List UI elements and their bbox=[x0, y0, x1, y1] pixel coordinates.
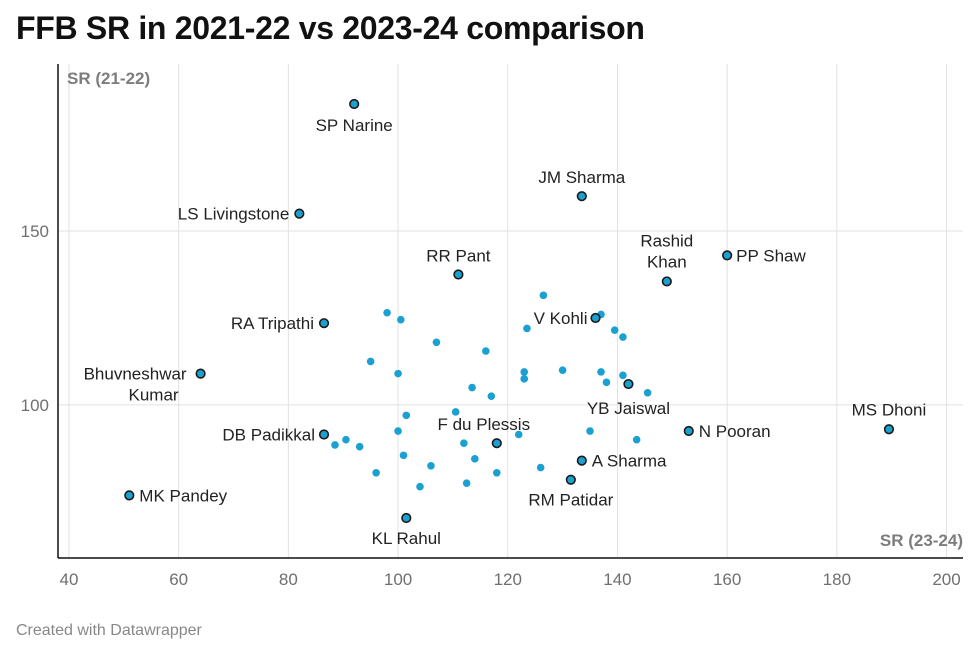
data-point bbox=[619, 333, 627, 341]
x-tick-label: 180 bbox=[823, 570, 851, 589]
point-label: RR Pant bbox=[426, 246, 491, 265]
data-point bbox=[416, 482, 424, 491]
data-point bbox=[539, 291, 548, 300]
data-point bbox=[602, 378, 611, 387]
point-label: KL Rahul bbox=[372, 529, 441, 548]
axes bbox=[57, 64, 963, 559]
y-axis-title: SR (21-22) bbox=[67, 69, 150, 88]
labeled-data-point bbox=[124, 490, 135, 501]
data-point bbox=[523, 324, 531, 333]
data-point bbox=[342, 435, 350, 444]
data-point bbox=[468, 383, 476, 392]
data-point bbox=[397, 315, 405, 324]
labeled-data-point bbox=[318, 429, 330, 440]
labeled-data-point bbox=[590, 312, 601, 324]
labeled-data-point bbox=[683, 425, 694, 437]
data-point bbox=[402, 411, 411, 420]
labeled-data-point bbox=[722, 250, 733, 261]
x-axis-title: SR (23-24) bbox=[880, 531, 963, 550]
footer-credit: Created with Datawrapper bbox=[16, 622, 202, 639]
data-point bbox=[514, 430, 523, 439]
labeled-data-point bbox=[349, 98, 360, 110]
data-points bbox=[124, 98, 895, 524]
data-point bbox=[399, 451, 408, 460]
point-label: F du Plessis bbox=[437, 415, 530, 434]
point-label: RA Tripathi bbox=[231, 314, 314, 333]
x-tick-label: 80 bbox=[279, 570, 298, 589]
data-point bbox=[610, 326, 619, 334]
data-point bbox=[619, 371, 627, 380]
labeled-data-point bbox=[294, 208, 305, 219]
labeled-data-point bbox=[195, 368, 206, 379]
labeled-data-point bbox=[491, 438, 502, 449]
data-point bbox=[471, 455, 479, 463]
data-point bbox=[394, 369, 402, 378]
tick-labels: 40 60 80 100 120 140 160 180 200 100 150 bbox=[21, 222, 961, 589]
x-tick-label: 60 bbox=[169, 570, 188, 589]
data-point bbox=[643, 388, 652, 397]
data-point bbox=[366, 357, 375, 366]
point-label: SP Narine bbox=[316, 116, 393, 135]
labeled-data-point bbox=[576, 191, 587, 202]
point-label: A Sharma bbox=[592, 452, 667, 471]
point-label: Rashid Khan bbox=[640, 231, 693, 271]
data-point bbox=[482, 347, 490, 355]
data-point bbox=[632, 435, 641, 444]
point-label: PP Shaw bbox=[736, 246, 806, 265]
data-point bbox=[520, 368, 529, 376]
data-point bbox=[432, 338, 441, 347]
point-label: LS Livingstone bbox=[178, 205, 290, 224]
labeled-data-point bbox=[453, 269, 464, 280]
labeled-data-point bbox=[883, 424, 895, 435]
data-point bbox=[520, 375, 529, 383]
data-point bbox=[558, 366, 567, 374]
x-tick-label: 120 bbox=[494, 570, 522, 589]
labeled-data-point bbox=[318, 318, 330, 329]
point-label: YB Jaiswal bbox=[587, 399, 670, 418]
data-point bbox=[586, 427, 594, 435]
labeled-data-point bbox=[661, 276, 672, 287]
point-label: RM Patidar bbox=[528, 491, 613, 510]
data-point bbox=[492, 468, 501, 477]
point-label: N Pooran bbox=[699, 422, 771, 441]
data-point bbox=[487, 392, 496, 401]
point-label: MK Pandey bbox=[139, 486, 227, 505]
chart-title: FFB SR in 2021-22 vs 2023-24 comparison bbox=[16, 10, 645, 46]
point-label: JM Sharma bbox=[538, 168, 625, 187]
x-tick-label: 40 bbox=[60, 570, 79, 589]
data-point bbox=[460, 439, 468, 447]
data-point bbox=[451, 408, 460, 416]
point-label: DB Padikkal bbox=[222, 426, 315, 445]
data-point bbox=[372, 468, 380, 477]
labeled-data-point bbox=[401, 512, 412, 524]
labeled-data-point bbox=[565, 474, 576, 485]
x-tick-label: 200 bbox=[932, 570, 960, 589]
x-tick-label: 100 bbox=[384, 570, 412, 589]
data-point bbox=[331, 441, 339, 449]
labeled-data-point bbox=[576, 455, 587, 466]
gridlines bbox=[58, 64, 963, 558]
data-point bbox=[462, 479, 471, 488]
data-point bbox=[383, 308, 391, 317]
labeled-data-point bbox=[623, 378, 634, 390]
point-label: Bhuvneshwar Kumar bbox=[84, 365, 187, 405]
x-tick-label: 140 bbox=[603, 570, 631, 589]
data-point bbox=[597, 368, 605, 376]
data-point bbox=[355, 442, 364, 451]
data-point bbox=[394, 427, 402, 435]
y-tick-label: 100 bbox=[21, 396, 49, 415]
x-tick-label: 160 bbox=[713, 570, 741, 589]
data-point bbox=[427, 462, 435, 470]
point-label: MS Dhoni bbox=[852, 400, 927, 419]
point-label: V Kohli bbox=[534, 309, 588, 328]
data-point bbox=[536, 463, 545, 472]
point-labels: SP Narine JM Sharma LS Livingstone PP Shaw R… bbox=[84, 116, 927, 548]
y-tick-label: 150 bbox=[21, 222, 49, 241]
